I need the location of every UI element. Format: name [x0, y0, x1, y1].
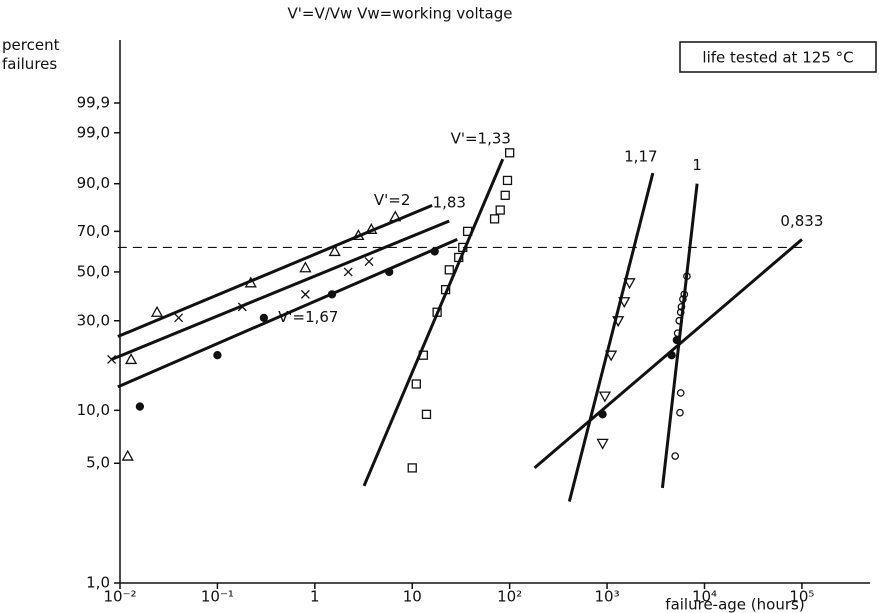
circle-marker: [676, 389, 685, 397]
triangle-marker: [150, 305, 164, 317]
square-marker: [421, 409, 432, 419]
square-marker: [444, 265, 454, 275]
y-axis-label: percent failures: [2, 36, 60, 73]
y-tick-label: 90,0: [77, 174, 110, 192]
y-tick-label: 1,0: [86, 574, 110, 592]
triangle-marker: [124, 353, 138, 365]
dot-marker: [667, 351, 676, 360]
x-tick-label: 10⁴: [692, 588, 717, 606]
triangle-marker: [328, 245, 341, 257]
square-marker: [432, 307, 442, 317]
cross-marker: [107, 354, 117, 364]
dot-marker: [327, 290, 337, 299]
square-marker: [418, 350, 428, 360]
series-label: 1,83: [433, 194, 466, 212]
dot-marker: [259, 313, 269, 322]
square-marker: [495, 205, 505, 215]
triangle-marker: [244, 276, 257, 288]
fit-line: [362, 158, 505, 487]
inverted-triangle-marker: [612, 316, 625, 328]
series-label: V'=2: [374, 191, 411, 209]
fit-line: [111, 219, 450, 361]
series-label: 1,17: [624, 148, 657, 166]
square-marker: [411, 379, 421, 389]
annotation-box: [679, 41, 877, 73]
inverted-triangle-marker: [605, 350, 618, 362]
series-label: V'=1,33: [451, 130, 511, 148]
circle-marker: [677, 303, 686, 311]
y-tick-label: 50,0: [77, 262, 110, 280]
square-marker: [440, 284, 451, 295]
inverted-triangle-marker: [598, 391, 612, 403]
inverted-triangle-marker: [596, 438, 609, 450]
y-tick-label: 99,9: [77, 94, 110, 112]
square-marker: [407, 463, 417, 473]
x-tick-label: 10²: [497, 588, 522, 606]
square-marker: [454, 252, 464, 263]
triangle-marker: [352, 229, 365, 241]
dot-marker: [672, 335, 681, 345]
cross-marker: [364, 257, 374, 266]
y-tick-label: 5,0: [86, 454, 110, 472]
cross-marker: [343, 267, 353, 277]
circle-marker: [683, 272, 691, 281]
x-tick-label: 10⁻²: [103, 588, 136, 606]
annotation: life tested at 125 °C: [702, 49, 853, 67]
circle-marker: [679, 295, 687, 304]
circle-marker: [671, 452, 680, 460]
dot-marker: [385, 267, 394, 277]
circle-marker: [676, 308, 685, 317]
triangle-marker: [121, 449, 134, 461]
x-tick-label: 10: [403, 588, 422, 606]
cross-marker: [174, 313, 184, 323]
square-marker: [489, 214, 500, 224]
x-tick-label: 10⁵: [789, 588, 814, 606]
dot-marker: [598, 410, 607, 419]
square-marker: [458, 242, 468, 253]
y-tick-label: 10,0: [77, 401, 110, 419]
triangle-marker: [299, 261, 312, 273]
square-marker: [500, 190, 510, 200]
dot-marker: [135, 402, 145, 411]
square-marker: [502, 175, 513, 186]
series-label: 1: [692, 156, 702, 174]
y-tick-label: 99,0: [77, 123, 110, 141]
y-tick-label: 30,0: [77, 311, 110, 329]
triangle-marker: [389, 210, 402, 222]
series-label: 0,833: [780, 212, 823, 230]
circle-marker: [675, 316, 684, 325]
dot-marker: [213, 351, 222, 360]
square-marker: [462, 226, 473, 237]
x-tick-label: 10⁻¹: [201, 588, 234, 606]
chart-title: V'=V/Vw Vw=working voltage: [288, 5, 513, 23]
x-tick-label: 1: [310, 588, 320, 606]
cross-marker: [237, 302, 247, 312]
triangle-marker: [365, 222, 378, 234]
fit-line: [567, 172, 655, 502]
fit-line: [117, 203, 433, 338]
inverted-triangle-marker: [618, 297, 631, 309]
fit-line: [117, 238, 458, 389]
x-axis-label: failure-age (hours): [665, 596, 804, 613]
inverted-triangle-marker: [623, 278, 636, 290]
x-tick-label: 10³: [595, 588, 620, 606]
y-tick-label: 70,0: [77, 222, 110, 240]
circle-marker: [680, 290, 689, 299]
square-marker: [505, 148, 515, 158]
series-label: V'=1,67: [278, 308, 338, 326]
dot-marker: [430, 247, 439, 256]
circle-marker: [676, 408, 684, 417]
cross-marker: [300, 289, 310, 299]
